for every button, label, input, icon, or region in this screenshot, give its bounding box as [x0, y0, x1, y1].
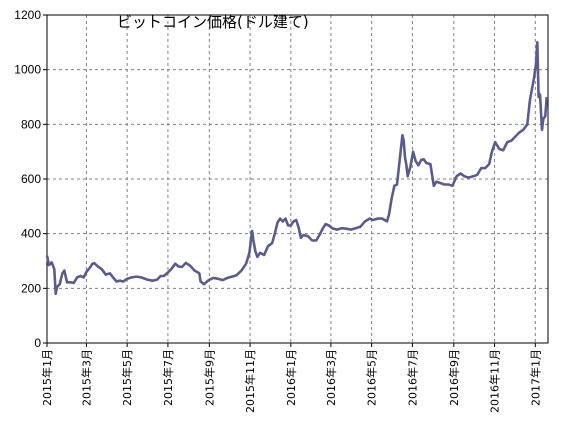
y-tick-label: 1200 [14, 8, 41, 22]
x-tick-label: 2015年11月 [243, 349, 257, 413]
x-tick-label: 2015年1月 [40, 349, 54, 406]
gridlines [47, 15, 548, 343]
x-tick-label: 2016年1月 [284, 349, 298, 406]
x-tick-label: 2015年7月 [161, 349, 175, 406]
x-tick-label: 2016年5月 [365, 349, 379, 406]
x-tick-label: 2015年3月 [79, 349, 93, 406]
x-tick-label: 2016年11月 [488, 349, 502, 413]
y-tick-label: 0 [34, 336, 41, 350]
y-tick-label: 600 [21, 172, 41, 186]
y-tick-label: 200 [21, 281, 41, 295]
series-layer [47, 42, 547, 293]
x-tick-label: 2016年7月 [405, 349, 419, 406]
x-tick-label: 2016年9月 [447, 349, 461, 406]
y-tick-label: 1000 [14, 63, 41, 77]
x-tick-label: 2015年5月 [120, 349, 134, 406]
x-tick-label: 2015年9月 [202, 349, 216, 406]
y-tick-label: 800 [21, 117, 41, 131]
y-tick-label: 400 [21, 227, 41, 241]
x-tick-label: 2017年1月 [528, 349, 542, 406]
price-series-line [47, 42, 547, 293]
x-tick-label: 2016年3月 [324, 349, 338, 406]
axis-ticks: 0 200 400 600 800 1000 1200 2015年1月 2015年3月 2015年… [14, 8, 542, 413]
plot-frame [47, 15, 548, 343]
chart-title: ビットコイン価格(ドル建て) [117, 13, 309, 31]
